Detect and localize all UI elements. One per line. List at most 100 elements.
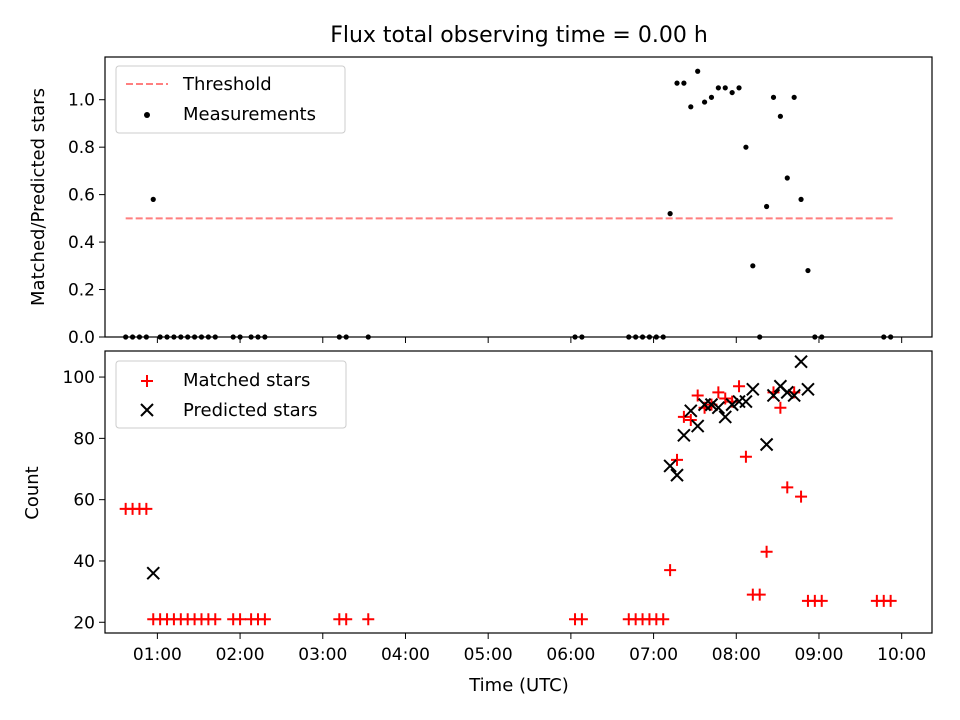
top-legend-box — [115, 65, 346, 134]
measurement-point — [764, 203, 770, 210]
matched-star-point — [575, 613, 588, 626]
predicted-stars-legend-marker — [140, 403, 154, 417]
measurement-point — [701, 99, 708, 105]
matched-stars-legend-marker — [141, 375, 153, 387]
predicted-star-point — [746, 382, 760, 397]
measurement-point — [667, 211, 673, 217]
top-ytick-label: 0.2 — [68, 281, 95, 301]
matched-star-point — [739, 450, 752, 463]
matched-star-point — [209, 613, 222, 626]
top-legend: Threshold Measurements — [115, 65, 346, 134]
flux-ratio-panel: 0.0 0.2 0.4 0.6 0.8 1.0 Matched/Predicted sta… — [28, 56, 933, 348]
measurement-point — [791, 94, 797, 100]
matched-star-point — [657, 613, 670, 626]
measurement-point — [708, 94, 715, 100]
xtick-label: 09:00 — [794, 645, 843, 665]
xtick-label: 07:00 — [629, 645, 678, 665]
predicted-star-point — [787, 388, 801, 403]
predicted-star-point — [146, 566, 160, 580]
measurement-point — [688, 104, 694, 110]
matched-star-point — [774, 401, 787, 414]
predicted-star-point — [718, 410, 732, 424]
predicted-star-point — [759, 437, 774, 452]
xtick-label: 05:00 — [464, 645, 513, 665]
matched-star-point — [884, 594, 897, 607]
measurement-point — [674, 80, 680, 86]
predicted-star-point — [670, 468, 684, 482]
matched-star-point — [671, 453, 684, 466]
measurement-point — [150, 196, 156, 202]
matched-star-point — [760, 545, 773, 558]
top-axes-frame — [104, 56, 933, 338]
measurement-point — [695, 68, 701, 74]
bottom-ytick-label: 60 — [73, 491, 95, 511]
predicted-star-point — [794, 355, 808, 369]
measurement-point — [722, 85, 728, 91]
measurement-point — [681, 80, 687, 86]
top-ytick-label: 0.0 — [68, 328, 95, 348]
matched-star-point — [258, 613, 271, 626]
measurement-point — [750, 263, 756, 269]
measurement-point — [777, 113, 783, 119]
measurement-point — [715, 85, 721, 91]
predicted-star-point — [739, 394, 753, 409]
predicted-stars-legend-label: Predicted stars — [183, 400, 317, 421]
star-count-marks — [119, 355, 897, 626]
xtick-label: 02:00 — [216, 645, 265, 665]
predicted-star-point — [725, 397, 739, 412]
top-ytick-label: 0.4 — [68, 233, 95, 253]
xtick-label: 01:00 — [133, 645, 182, 665]
matched-star-point — [795, 490, 808, 503]
top-y-axis-label: Matched/Predicted stars — [28, 88, 49, 306]
matched-star-point — [781, 481, 794, 494]
predicted-star-point — [684, 404, 698, 418]
measurements-legend-marker — [144, 112, 150, 118]
bottom-ytick-label: 40 — [73, 552, 95, 572]
predicted-star-point — [690, 419, 705, 433]
bottom-ytick-label: 100 — [63, 368, 95, 388]
measurement-point — [798, 196, 804, 202]
bottom-ytick-label: 80 — [73, 429, 95, 449]
predicted-star-point — [663, 459, 677, 473]
matched-star-point — [684, 413, 697, 426]
top-ytick-label: 0.8 — [68, 138, 95, 158]
xtick-label: 04:00 — [381, 645, 430, 665]
predicted-star-point — [801, 382, 815, 397]
bottom-axes-frame — [104, 350, 933, 634]
matched-star-point — [733, 380, 746, 393]
bottom-y-axis-label: Count — [22, 466, 43, 519]
bottom-legend: Matched stars Predicted stars — [115, 360, 347, 429]
matched-star-point — [362, 613, 375, 626]
bottom-x-axis: 01:00 02:00 03:00 04:00 05:00 06:00 07:00 08:00… — [133, 633, 926, 665]
predicted-star-point — [677, 428, 691, 443]
xtick-label: 03:00 — [298, 645, 347, 665]
matched-star-point — [753, 588, 766, 601]
matched-star-point — [664, 564, 677, 577]
chart-title: Flux total observing time = 0.00 h — [330, 23, 708, 48]
top-ytick-label: 1.0 — [68, 91, 95, 111]
matched-star-point — [712, 386, 725, 399]
bottom-ytick-label: 20 — [73, 613, 95, 633]
xtick-label: 06:00 — [546, 645, 595, 665]
top-ytick-label: 0.6 — [68, 186, 95, 206]
matched-stars-legend-label: Matched stars — [183, 370, 310, 391]
predicted-star-point — [711, 400, 726, 415]
measurement-point — [805, 267, 811, 274]
matched-star-point — [719, 392, 732, 405]
matched-star-point — [815, 594, 828, 607]
star-count-panel: 20 40 60 80 100 01:00 02:00 03:00 04:00 05:00 06:… — [22, 350, 933, 696]
top-x-ticks — [156, 337, 903, 343]
measurement-point — [729, 89, 735, 96]
matched-star-point — [340, 613, 353, 626]
predicted-star-point — [766, 388, 781, 403]
top-y-axis: 0.0 0.2 0.4 0.6 0.8 1.0 — [68, 91, 105, 348]
measurement-point — [770, 94, 777, 100]
measurement-point — [784, 175, 790, 181]
x-axis-label: Time (UTC) — [468, 675, 569, 696]
matched-star-point — [140, 502, 153, 515]
predicted-star-point — [704, 397, 719, 412]
measurements-legend-label: Measurements — [183, 104, 316, 125]
threshold-legend-label: Threshold — [182, 74, 272, 95]
bottom-y-axis: 20 40 60 80 100 — [63, 368, 105, 633]
